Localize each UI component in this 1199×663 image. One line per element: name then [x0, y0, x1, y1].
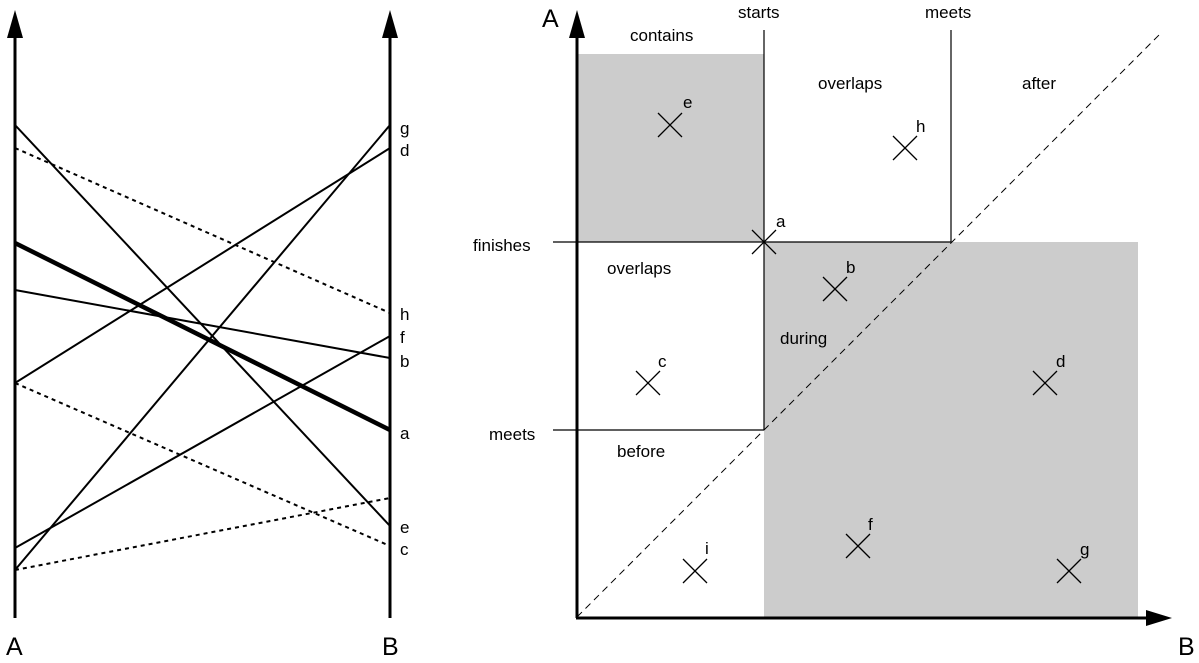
line-label-h: h	[400, 305, 409, 324]
diagonal-line	[576, 33, 1161, 618]
line-label-e: e	[400, 518, 409, 537]
point-marker-c	[635, 370, 661, 396]
segment-g	[14, 124, 391, 571]
point-marker-h	[892, 135, 918, 161]
point-label-d: d	[1056, 352, 1065, 371]
axis-b-arrowhead	[382, 10, 398, 38]
point-marker-g	[1056, 558, 1082, 584]
line-label-a: a	[400, 424, 410, 443]
segment-a	[13, 240, 392, 433]
point-marker-d	[1032, 370, 1058, 396]
column-label-starts: starts	[738, 3, 780, 22]
point-marker-i	[682, 558, 708, 584]
point-label-f: f	[868, 515, 873, 534]
segment-h	[14, 147, 391, 314]
line-label-d: d	[400, 141, 409, 160]
point-marker-b	[822, 276, 848, 302]
point-label-b: b	[846, 258, 855, 277]
axis-a-arrowhead-right	[569, 10, 585, 38]
line-label-f: f	[400, 328, 405, 347]
axis-a-label-right: A	[542, 5, 559, 33]
parallel-coordinates-plot: g d h f b a e c A B	[6, 10, 410, 661]
point-label-i: i	[705, 539, 709, 558]
point-marker-e	[657, 112, 683, 138]
column-label-meets: meets	[925, 3, 971, 22]
point-label-h: h	[916, 117, 925, 136]
region-label-contains: contains	[630, 26, 693, 45]
region-label-before: before	[617, 442, 665, 461]
region-label-overlaps-left: overlaps	[607, 259, 671, 278]
axis-b-label: B	[382, 633, 399, 661]
point-marker-a	[751, 229, 777, 255]
axis-a-label: A	[6, 633, 23, 661]
axis-a-arrowhead	[7, 10, 23, 38]
segment-d	[14, 147, 391, 384]
region-label-overlaps-top: overlaps	[818, 74, 882, 93]
interval-relation-plot: A B finishes meets starts meets contains…	[473, 3, 1195, 661]
contains-region	[577, 54, 764, 242]
segment-f	[14, 335, 391, 549]
point-marker-f	[845, 533, 871, 559]
segment-b	[14, 289, 391, 359]
point-label-a: a	[776, 212, 786, 231]
point-label-c: c	[658, 352, 667, 371]
row-label-meets: meets	[489, 425, 535, 444]
line-label-c: c	[400, 540, 409, 559]
point-label-g: g	[1080, 540, 1089, 559]
region-label-during: during	[780, 329, 827, 348]
line-label-g: g	[400, 119, 409, 138]
point-label-e: e	[683, 93, 692, 112]
during-region	[764, 242, 1138, 617]
segment-i	[14, 497, 391, 571]
axis-b-arrowhead-right	[1146, 610, 1172, 626]
segment-e	[14, 124, 391, 527]
axis-b-label-right: B	[1178, 633, 1195, 661]
region-label-after: after	[1022, 74, 1056, 93]
line-label-b: b	[400, 352, 409, 371]
row-label-finishes: finishes	[473, 236, 531, 255]
